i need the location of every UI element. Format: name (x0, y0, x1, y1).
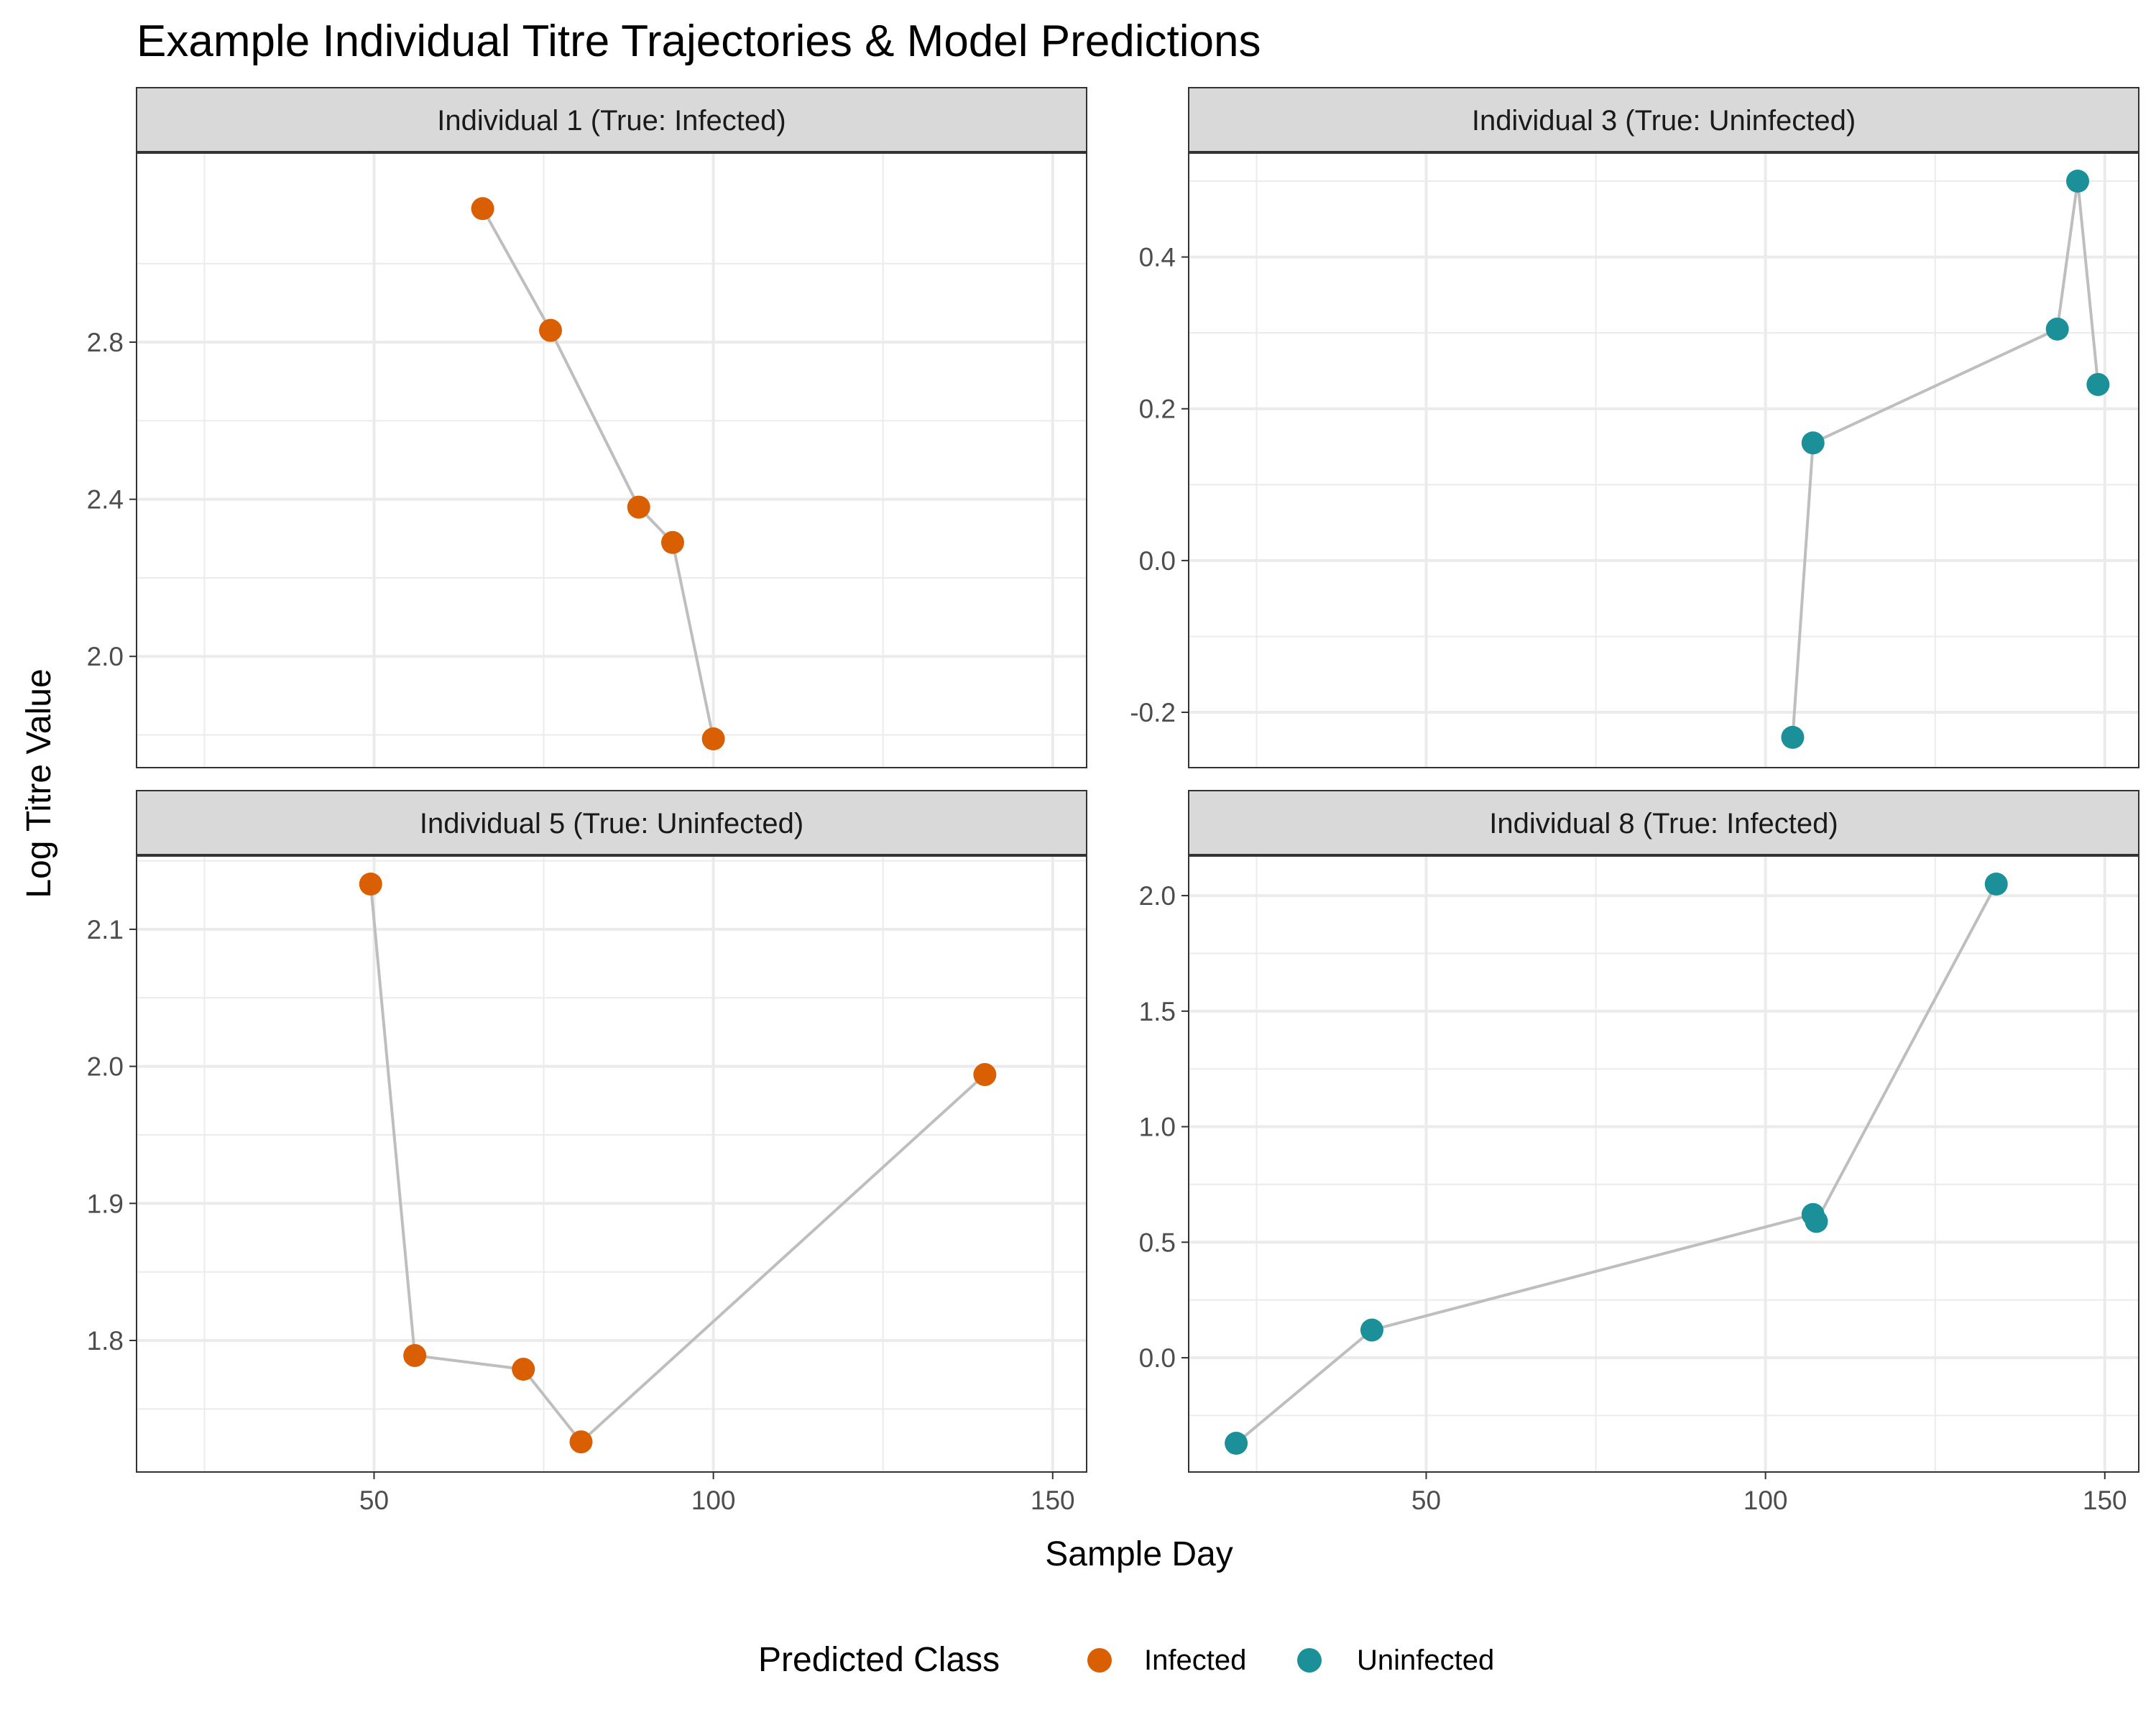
data-point (569, 1430, 593, 1454)
y-tick-label: 2.1 (87, 915, 124, 944)
data-point (2066, 170, 2090, 193)
facet-strip-label: Individual 3 (True: Uninfected) (1472, 105, 1856, 137)
x-axis-title: Sample Day (1045, 1535, 1233, 1573)
facet-strip-label: Individual 5 (True: Uninfected) (420, 808, 803, 840)
data-point (2086, 372, 2110, 396)
x-tick-label: 150 (2083, 1486, 2127, 1515)
x-tick-label: 100 (1743, 1486, 1788, 1515)
y-tick-label: 2.0 (87, 1052, 124, 1082)
data-point (1225, 1432, 1248, 1455)
panel-background (137, 152, 1087, 768)
data-point (1360, 1318, 1383, 1342)
panel-background (137, 855, 1087, 1472)
x-tick-label: 100 (691, 1486, 736, 1515)
panel-4: 0.0 0.5 1.0 1.5 2.0 Individual 8 (True: Infec… (1139, 790, 2139, 1515)
data-point (701, 727, 725, 750)
data-point (539, 318, 563, 342)
x-tick-label: 50 (1411, 1486, 1441, 1515)
data-point (471, 197, 494, 221)
y-tick-label: 1.9 (87, 1189, 124, 1218)
facet-strip (136, 790, 1087, 856)
legend-items: Infected Uninfected (1087, 1644, 1494, 1676)
legend-label: Uninfected (1357, 1644, 1494, 1676)
data-point (660, 530, 684, 554)
panel-background (1189, 152, 2139, 768)
legend: Predicted Class Infected Uninfected (758, 1641, 1494, 1679)
legend-title: Predicted Class (758, 1641, 1000, 1679)
y-tick-label: 0.0 (1139, 1343, 1176, 1373)
y-axis-title: Log Titre Value (20, 668, 58, 898)
facet-strip (136, 87, 1087, 153)
x-tick-label: 150 (1031, 1486, 1075, 1515)
x-tick-label: 50 (359, 1486, 389, 1515)
data-point (1801, 431, 1825, 455)
legend-key (1087, 1648, 1112, 1673)
y-tick-label: 2.4 (87, 485, 124, 515)
panel-background (1189, 855, 2139, 1472)
legend-item: Uninfected (1297, 1644, 1494, 1676)
facet-strip-label: Individual 1 (True: Infected) (437, 105, 786, 137)
panels: 2.0 2.4 2.8 Individual 1 (True: Infected) -0… (87, 87, 2139, 1515)
facet-strip-label: Individual 8 (True: Infected) (1489, 808, 1838, 840)
y-tick-label: -0.2 (1130, 698, 1176, 727)
legend-key (1297, 1648, 1322, 1673)
chart-title: Example Individual Titre Trajectories & … (137, 17, 1261, 66)
y-tick-label: 1.5 (1139, 997, 1176, 1026)
y-tick-label: 0.4 (1139, 243, 1176, 272)
legend-label: Infected (1144, 1644, 1246, 1676)
data-point (1805, 1210, 1828, 1233)
panel-1: 2.0 2.4 2.8 Individual 1 (True: Infected) (87, 87, 1087, 768)
y-tick-label: 2.0 (1139, 881, 1176, 911)
data-point (973, 1063, 997, 1087)
facet-strip (1188, 790, 2139, 856)
y-tick-label: 0.2 (1139, 395, 1176, 424)
data-point (359, 873, 382, 896)
y-tick-label: 1.8 (87, 1326, 124, 1356)
y-tick-label: 1.0 (1139, 1113, 1176, 1142)
data-point (1984, 873, 2008, 896)
y-tick-label: 0.5 (1139, 1228, 1176, 1257)
panel-2: -0.2 0.0 0.2 0.4 Individual 3 (True: Uninfec… (1130, 87, 2139, 768)
data-point (403, 1343, 427, 1367)
facet-strip (1188, 87, 2139, 153)
data-point (627, 495, 650, 519)
legend-item: Infected (1087, 1644, 1246, 1676)
data-point (1781, 725, 1805, 749)
y-tick-label: 2.8 (87, 328, 124, 357)
data-point (512, 1358, 535, 1381)
y-tick-label: 2.0 (87, 642, 124, 671)
y-tick-label: 0.0 (1139, 546, 1176, 576)
panel-3: 1.8 1.9 2.0 2.1 Individual 5 (True: Uninfect… (87, 790, 1087, 1515)
data-point (2045, 317, 2069, 341)
